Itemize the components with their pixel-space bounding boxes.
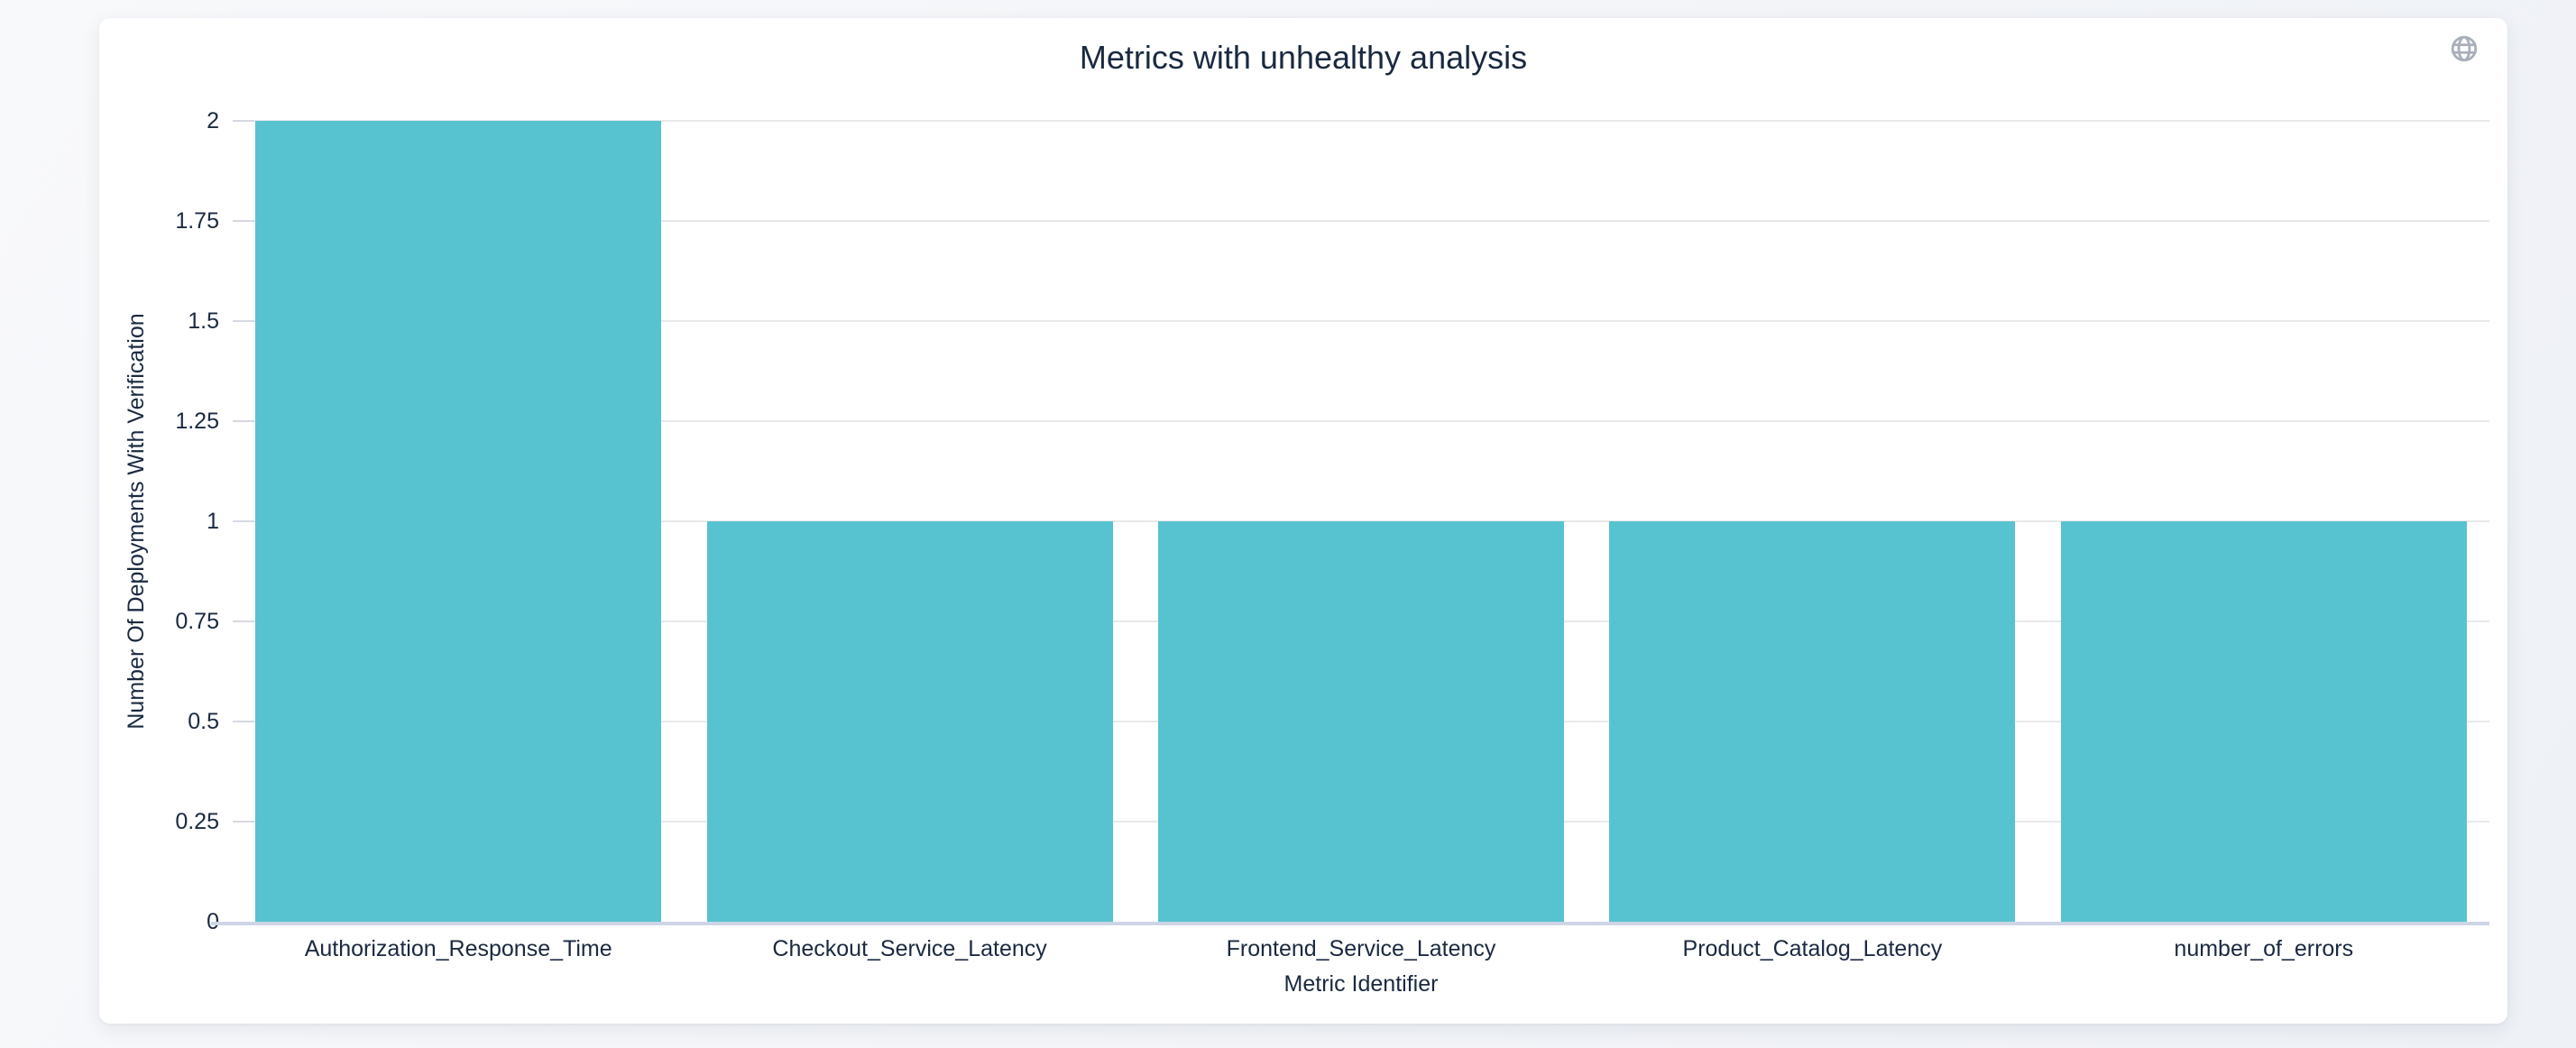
gridline xyxy=(233,220,2489,222)
y-axis-title-text: Number Of Deployments With Verification xyxy=(124,313,149,730)
bar-Checkout_Service_Latency[interactable] xyxy=(706,521,1113,922)
y-tick-label: 0.75 xyxy=(175,609,219,634)
gridline xyxy=(233,120,2489,122)
x-category-label: Checkout_Service_Latency xyxy=(772,936,1047,961)
y-tick-label: 0 xyxy=(30,909,219,934)
x-axis-title: Metric Identifier xyxy=(1283,971,1439,997)
y-tick-label: 1 xyxy=(207,509,219,534)
y-axis-tick xyxy=(233,520,254,522)
x-category-label: Product_Catalog_Latency xyxy=(1682,936,1943,961)
y-axis-tick xyxy=(233,220,254,222)
y-axis-tick xyxy=(233,320,254,322)
y-axis-tick xyxy=(233,721,254,722)
chart-card: Metrics with unhealthy analysis 00.250.5… xyxy=(99,18,2507,1024)
gridline xyxy=(233,420,2489,422)
x-axis-line xyxy=(211,922,2489,925)
y-axis-tick xyxy=(233,420,254,422)
bar-Product_Catalog_Latency[interactable] xyxy=(1609,521,2016,922)
bar-Authorization_Response_Time[interactable] xyxy=(255,121,662,922)
y-tick-label: 0.25 xyxy=(175,809,219,834)
y-tick-label: 1.75 xyxy=(175,208,219,234)
x-category-label: Authorization_Response_Time xyxy=(304,936,612,961)
y-tick-label: 1.5 xyxy=(188,308,219,334)
y-tick-label: 0.5 xyxy=(188,709,219,734)
x-category-label: Frontend_Service_Latency xyxy=(1226,936,1496,961)
bar-Frontend_Service_Latency[interactable] xyxy=(1158,521,1564,922)
x-category-label: number_of_errors xyxy=(2174,936,2354,961)
y-tick-label: 2 xyxy=(207,108,219,133)
chart-title: Metrics with unhealthy analysis xyxy=(1079,39,1528,76)
y-axis-tick xyxy=(233,821,254,823)
y-axis-tick xyxy=(233,621,254,622)
y-axis-tick xyxy=(233,120,254,122)
y-tick-label: 1.25 xyxy=(175,409,219,434)
globe-icon[interactable] xyxy=(2449,33,2479,64)
bar-number_of_errors[interactable] xyxy=(2060,521,2467,922)
gridline xyxy=(233,320,2489,322)
